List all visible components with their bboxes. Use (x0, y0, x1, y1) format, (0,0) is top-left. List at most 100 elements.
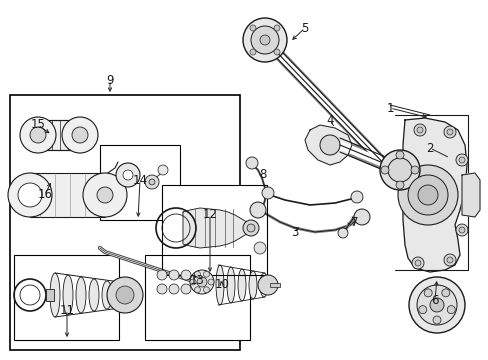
Ellipse shape (216, 265, 224, 305)
Circle shape (194, 271, 200, 277)
Ellipse shape (89, 279, 99, 311)
Circle shape (416, 285, 456, 325)
Ellipse shape (248, 271, 257, 299)
Text: 1: 1 (386, 102, 393, 114)
Circle shape (418, 306, 426, 314)
Text: 6: 6 (430, 293, 438, 306)
Circle shape (258, 275, 278, 295)
Polygon shape (461, 173, 479, 217)
Circle shape (249, 25, 255, 31)
Circle shape (443, 254, 455, 266)
Circle shape (441, 289, 449, 297)
Circle shape (157, 284, 167, 294)
Circle shape (190, 279, 196, 285)
Circle shape (379, 150, 419, 190)
Circle shape (319, 135, 339, 155)
Circle shape (253, 242, 265, 254)
Circle shape (203, 287, 209, 293)
Circle shape (181, 270, 191, 280)
Circle shape (246, 224, 254, 232)
Bar (100, 145, 180, 220)
Circle shape (169, 270, 179, 280)
Circle shape (250, 26, 279, 54)
Circle shape (249, 202, 265, 218)
Ellipse shape (63, 275, 73, 315)
Circle shape (395, 151, 403, 159)
Circle shape (414, 260, 420, 266)
Circle shape (116, 286, 134, 304)
Circle shape (429, 298, 443, 312)
Text: 16: 16 (38, 189, 52, 202)
Circle shape (158, 165, 168, 175)
Circle shape (149, 179, 155, 185)
Text: 9: 9 (106, 73, 114, 86)
Circle shape (350, 191, 362, 203)
Circle shape (447, 306, 454, 314)
Circle shape (423, 289, 431, 297)
Text: 11: 11 (60, 303, 74, 316)
Ellipse shape (76, 277, 86, 313)
Circle shape (455, 224, 467, 236)
Circle shape (416, 127, 422, 133)
Text: 2: 2 (426, 141, 433, 154)
Circle shape (181, 284, 191, 294)
Circle shape (455, 154, 467, 166)
Circle shape (353, 209, 369, 225)
Bar (30, 173, 105, 217)
Polygon shape (305, 125, 351, 165)
Circle shape (83, 173, 127, 217)
Circle shape (145, 175, 159, 189)
Ellipse shape (260, 273, 267, 297)
Circle shape (8, 173, 52, 217)
Ellipse shape (50, 273, 60, 317)
Circle shape (18, 183, 42, 207)
Circle shape (20, 117, 56, 153)
Circle shape (337, 228, 347, 238)
Circle shape (417, 185, 437, 205)
Bar (46, 289, 54, 301)
Circle shape (273, 49, 280, 55)
Bar (269, 283, 280, 287)
Text: 4: 4 (325, 113, 333, 126)
Circle shape (458, 157, 464, 163)
Ellipse shape (102, 281, 112, 309)
Circle shape (62, 117, 98, 153)
Circle shape (260, 35, 269, 45)
Text: 5: 5 (301, 22, 308, 35)
Circle shape (245, 157, 258, 169)
Circle shape (408, 277, 464, 333)
Circle shape (458, 227, 464, 233)
Circle shape (30, 127, 46, 143)
Text: 8: 8 (259, 168, 266, 181)
Circle shape (207, 279, 214, 285)
Circle shape (203, 271, 209, 277)
Circle shape (407, 175, 447, 215)
Circle shape (395, 181, 403, 189)
Circle shape (97, 187, 113, 203)
Circle shape (446, 129, 452, 135)
Text: 3: 3 (291, 225, 298, 238)
Circle shape (107, 277, 142, 313)
Text: 7: 7 (350, 216, 358, 229)
Polygon shape (402, 118, 466, 272)
Bar (14, 255, 119, 340)
Circle shape (243, 18, 286, 62)
Circle shape (380, 166, 388, 174)
Circle shape (116, 163, 140, 187)
Circle shape (273, 25, 280, 31)
Circle shape (411, 257, 423, 269)
Text: 13: 13 (189, 274, 204, 287)
Circle shape (262, 187, 273, 199)
Ellipse shape (226, 267, 235, 303)
Circle shape (443, 126, 455, 138)
Circle shape (410, 166, 418, 174)
Circle shape (157, 270, 167, 280)
Circle shape (194, 287, 200, 293)
Ellipse shape (115, 283, 125, 307)
Ellipse shape (238, 269, 245, 301)
Circle shape (169, 284, 179, 294)
Circle shape (432, 316, 440, 324)
Circle shape (123, 170, 133, 180)
Circle shape (197, 277, 206, 287)
Bar (10, 95, 240, 350)
